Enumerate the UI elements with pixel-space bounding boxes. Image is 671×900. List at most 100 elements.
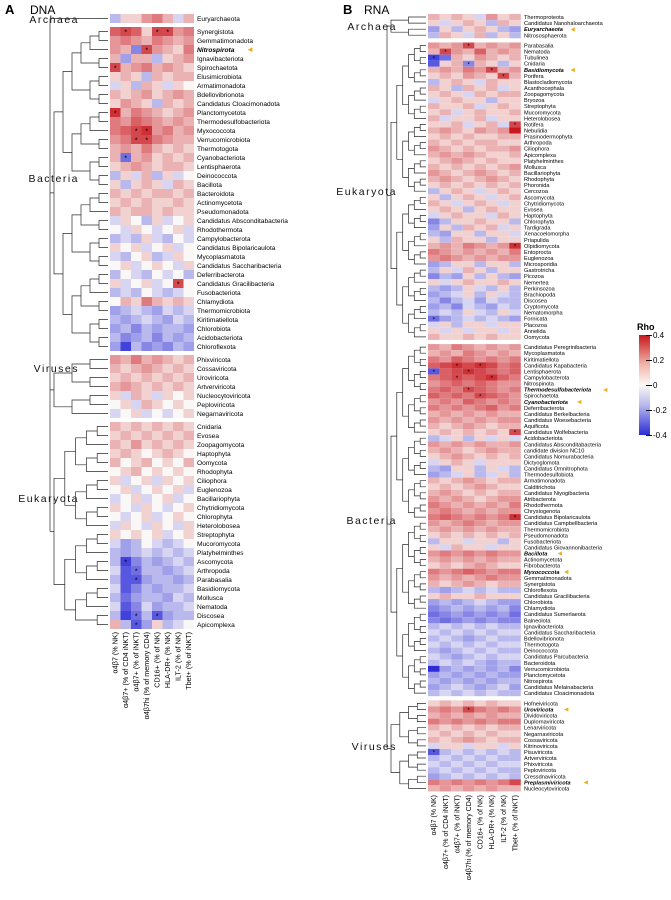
row-label: Cnidaria xyxy=(524,62,546,68)
heatmap-cell xyxy=(439,285,452,292)
heatmap-cell xyxy=(152,117,163,126)
heatmap-cell xyxy=(428,297,440,304)
row-label: Campylobacterota xyxy=(524,376,570,382)
heatmap-cell xyxy=(110,530,121,539)
significance-asterisk: * xyxy=(114,109,117,118)
heatmap-cell xyxy=(462,761,475,768)
heatmap-cell xyxy=(428,520,440,527)
heatmap-cell xyxy=(131,485,142,494)
heatmap-cell xyxy=(152,45,163,54)
heatmap-cell xyxy=(120,521,131,530)
heatmap-cell xyxy=(462,297,475,304)
heatmap-cell xyxy=(474,32,486,39)
heatmap-cell xyxy=(474,526,486,533)
heatmap-cell xyxy=(474,671,486,678)
heatmap-cell xyxy=(162,99,173,108)
heatmap-cell xyxy=(509,20,521,27)
heatmap-cell xyxy=(439,404,452,411)
heatmap-cell xyxy=(439,157,452,164)
heatmap-cell xyxy=(497,200,510,207)
heatmap-cell xyxy=(497,659,510,666)
heatmap-cell xyxy=(439,267,452,274)
heatmap-cell xyxy=(462,605,475,612)
heatmap-cell xyxy=(110,243,121,252)
legend-tick-mark xyxy=(646,410,652,411)
heatmap-cell xyxy=(439,26,452,33)
heatmap-cell xyxy=(131,530,142,539)
heatmap-cell xyxy=(120,261,131,270)
heatmap-cell xyxy=(173,458,184,467)
heatmap-cell xyxy=(428,617,440,624)
heatmap-cell xyxy=(509,254,521,261)
row-label: Candidatus Gracilibacteria xyxy=(524,594,590,600)
heatmap-cell xyxy=(497,677,510,685)
heatmap-cell xyxy=(497,356,510,363)
row-label: Artverviricota xyxy=(524,756,558,762)
heatmap-cell xyxy=(183,261,194,270)
heatmap-cell xyxy=(486,635,498,642)
heatmap-cell xyxy=(120,557,131,566)
heatmap-cell xyxy=(509,279,521,286)
heatmap-cell xyxy=(183,485,194,494)
heatmap-cell xyxy=(497,538,510,545)
heatmap-cell xyxy=(474,26,486,33)
heatmap-cell xyxy=(131,620,142,629)
heatmap-cell xyxy=(474,453,486,460)
heatmap-cell xyxy=(474,742,486,749)
row-label: Nucleocytoviricota xyxy=(197,393,251,400)
row-label: Porifera xyxy=(524,74,544,80)
row-label: Actinomycetota xyxy=(197,200,242,207)
heatmap-cell xyxy=(428,109,440,116)
row-label: Euglenozoa xyxy=(197,487,232,494)
heatmap-cell xyxy=(474,145,486,152)
heatmap-cell xyxy=(428,736,440,743)
heatmap-cell xyxy=(509,773,521,780)
heatmap-cell xyxy=(486,544,498,551)
heatmap-cell xyxy=(439,374,452,381)
heatmap-cell xyxy=(152,180,163,189)
heatmap-cell xyxy=(141,503,152,512)
heatmap-cell xyxy=(509,742,521,749)
heatmap-cell xyxy=(110,485,121,494)
heatmap-cell xyxy=(428,242,440,249)
heatmap-cell xyxy=(162,485,173,494)
heatmap-cell xyxy=(451,103,463,110)
heatmap-cell xyxy=(183,584,194,593)
heatmap-cell xyxy=(462,97,475,104)
heatmap-cell xyxy=(474,212,486,219)
heatmap-cell xyxy=(509,315,521,322)
heatmap-cell xyxy=(162,333,173,342)
heatmap-cell xyxy=(439,544,452,551)
heatmap-cell xyxy=(509,665,521,672)
heatmap-cell xyxy=(428,477,440,484)
heatmap-cell xyxy=(120,99,131,108)
heatmap-cell xyxy=(474,362,486,369)
heatmap-cell xyxy=(486,690,498,697)
heatmap-cell xyxy=(497,350,510,357)
heatmap-cell xyxy=(428,629,440,636)
heatmap-cell xyxy=(462,344,475,351)
heatmap-cell xyxy=(474,550,486,557)
heatmap-cell xyxy=(451,206,463,213)
heatmap-cell xyxy=(474,592,486,600)
heatmap-cell xyxy=(162,108,173,117)
heatmap-cell xyxy=(509,459,521,466)
heatmap-cell xyxy=(428,690,440,697)
heatmap-cell xyxy=(474,398,486,405)
heatmap-cell xyxy=(120,234,131,243)
heatmap-cell xyxy=(183,270,194,279)
heatmap-cell xyxy=(131,611,142,620)
heatmap-cell xyxy=(451,48,463,55)
heatmap-cell xyxy=(451,489,463,496)
heatmap-cell xyxy=(486,182,498,189)
heatmap-cell xyxy=(428,767,440,774)
heatmap-cell xyxy=(173,324,184,333)
heatmap-cell xyxy=(131,364,142,373)
heatmap-cell xyxy=(141,512,152,521)
heatmap-cell xyxy=(462,121,475,128)
heatmap-cell xyxy=(439,194,452,201)
heatmap-cell xyxy=(173,494,184,503)
heatmap-cell xyxy=(141,117,152,126)
heatmap-cell xyxy=(110,400,121,409)
heatmap-cell xyxy=(141,364,152,373)
